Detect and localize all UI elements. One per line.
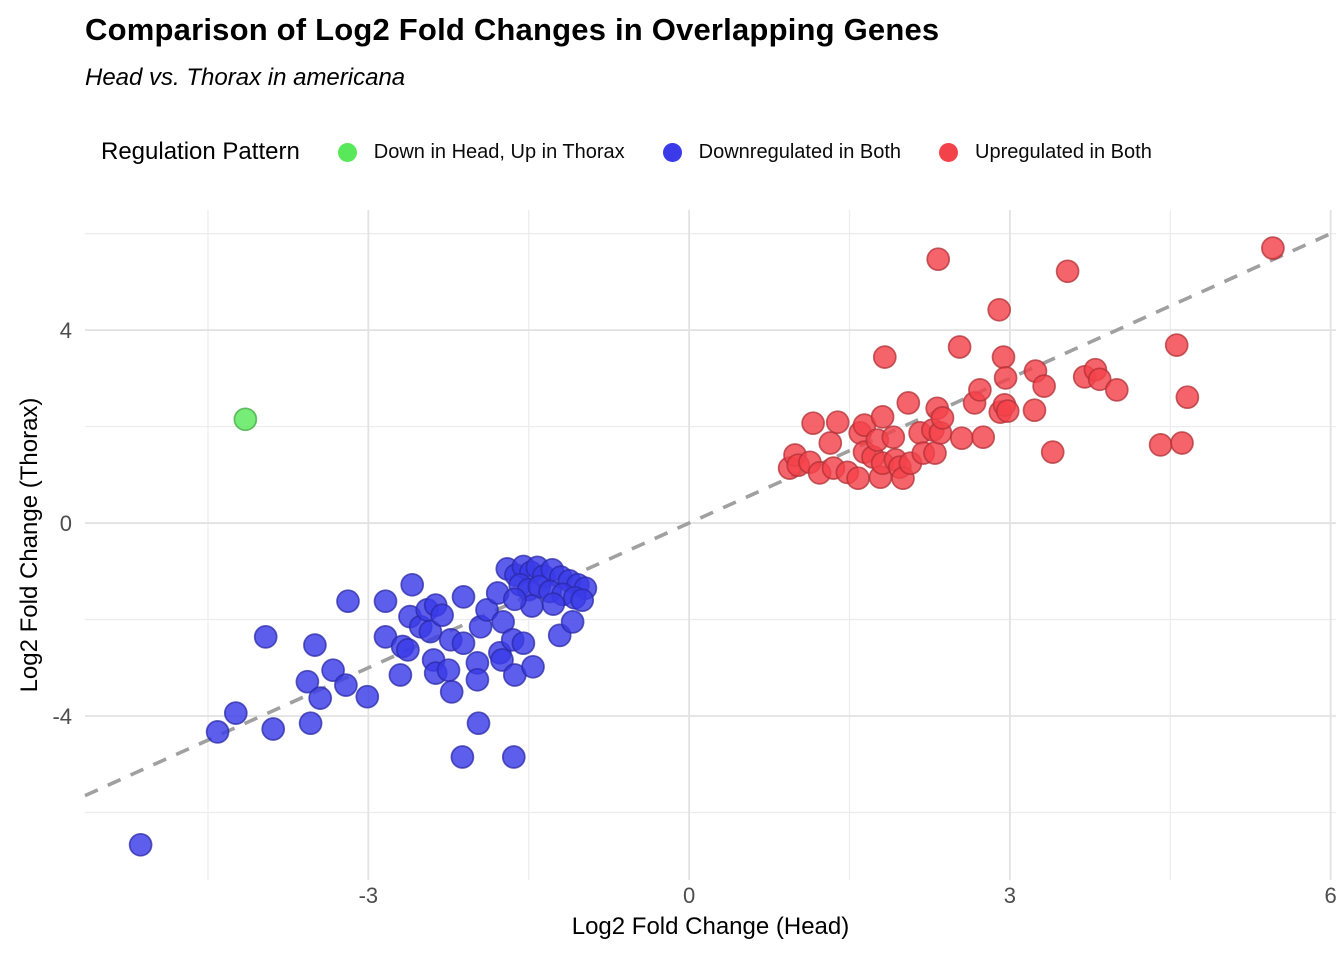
data-point xyxy=(801,411,825,436)
data-point xyxy=(1055,259,1080,284)
data-point xyxy=(334,673,358,697)
data-point xyxy=(949,426,974,451)
data-point xyxy=(490,648,514,672)
red-dot-icon xyxy=(939,142,959,162)
data-point xyxy=(128,832,153,857)
data-point xyxy=(987,297,1012,322)
data-point xyxy=(388,663,413,687)
legend-item-down-head-up-thorax: Down in Head, Up in Thorax xyxy=(337,140,625,164)
data-point xyxy=(233,407,258,432)
data-point xyxy=(439,680,464,704)
data-point xyxy=(450,745,475,769)
data-point xyxy=(968,378,992,402)
series-down-in-head-up-in-thorax xyxy=(233,407,258,432)
legend-label: Downregulated in Both xyxy=(698,140,902,163)
data-point xyxy=(971,425,996,450)
x-tick-label: 0 xyxy=(683,883,695,908)
legend-label: Upregulated in Both xyxy=(975,140,1152,163)
data-point xyxy=(475,598,499,622)
x-tick-label: -3 xyxy=(359,883,379,908)
blue-dot-icon xyxy=(662,142,682,162)
data-point xyxy=(418,619,443,644)
y-axis-title: Log2 Fold Change (Thorax) xyxy=(16,397,43,693)
data-point xyxy=(521,654,545,679)
data-point xyxy=(396,638,420,662)
data-point xyxy=(1104,378,1129,402)
data-point xyxy=(991,345,1016,369)
data-point xyxy=(205,720,230,744)
x-tick-label: 3 xyxy=(1004,883,1016,908)
data-point xyxy=(511,631,536,656)
data-point xyxy=(947,335,972,359)
data-point xyxy=(1022,398,1047,423)
data-point xyxy=(1087,367,1112,392)
data-point xyxy=(303,633,327,657)
legend-item-upregulated-both: Upregulated in Both xyxy=(939,141,1152,164)
data-point xyxy=(400,572,425,597)
data-point xyxy=(466,711,491,736)
data-point xyxy=(373,589,398,614)
y-tick-label: -4 xyxy=(52,704,72,729)
data-point xyxy=(336,589,360,614)
data-point xyxy=(223,701,248,725)
green-dot-icon xyxy=(337,142,357,162)
data-point xyxy=(436,658,461,683)
chart-title: Comparison of Log2 Fold Changes in Overl… xyxy=(85,12,940,47)
x-tick-label: 6 xyxy=(1325,883,1337,908)
data-point xyxy=(825,410,850,435)
series-downregulated-in-both xyxy=(128,554,598,857)
data-point xyxy=(308,686,333,710)
data-point xyxy=(926,247,951,272)
data-point xyxy=(451,631,476,656)
data-point xyxy=(872,345,897,369)
data-point xyxy=(923,441,947,465)
legend: Regulation Pattern Down in Head, Up in T… xyxy=(101,131,1152,173)
data-point xyxy=(501,745,526,769)
legend-title: Regulation Pattern xyxy=(101,138,300,165)
legend-label: Down in Head, Up in Thorax xyxy=(373,140,625,163)
data-point xyxy=(355,684,380,709)
data-point xyxy=(1261,236,1285,260)
y-tick-label: 0 xyxy=(60,511,72,536)
data-point xyxy=(253,625,278,649)
data-point xyxy=(993,366,1018,390)
data-point xyxy=(1170,431,1194,455)
chart-subtitle: Head vs. Thorax in americana xyxy=(85,64,406,91)
series-upregulated-in-both xyxy=(777,236,1285,491)
data-point xyxy=(570,588,595,613)
data-point xyxy=(298,711,323,736)
data-point xyxy=(321,658,345,683)
data-point xyxy=(896,391,921,415)
data-point xyxy=(465,667,490,692)
data-point xyxy=(541,592,566,616)
data-point xyxy=(818,431,843,455)
data-point xyxy=(1040,440,1065,464)
x-axis-title: Log2 Fold Change (Head) xyxy=(571,913,850,940)
data-point xyxy=(930,406,955,430)
data-point xyxy=(560,610,585,634)
data-point xyxy=(995,399,1020,423)
data-point xyxy=(1148,433,1173,457)
data-point xyxy=(430,603,454,628)
data-point xyxy=(870,405,895,429)
data-point xyxy=(502,587,527,612)
data-point xyxy=(295,669,320,694)
data-point xyxy=(451,585,476,609)
identity-line xyxy=(84,229,1337,798)
data-point xyxy=(261,717,286,741)
data-point xyxy=(881,425,906,450)
data-point xyxy=(1164,333,1189,357)
data-point xyxy=(1032,374,1056,398)
data-point xyxy=(846,466,870,491)
y-tick-label: 4 xyxy=(60,318,72,343)
legend-item-downregulated-both: Downregulated in Both xyxy=(662,140,902,164)
data-point xyxy=(1175,385,1200,410)
